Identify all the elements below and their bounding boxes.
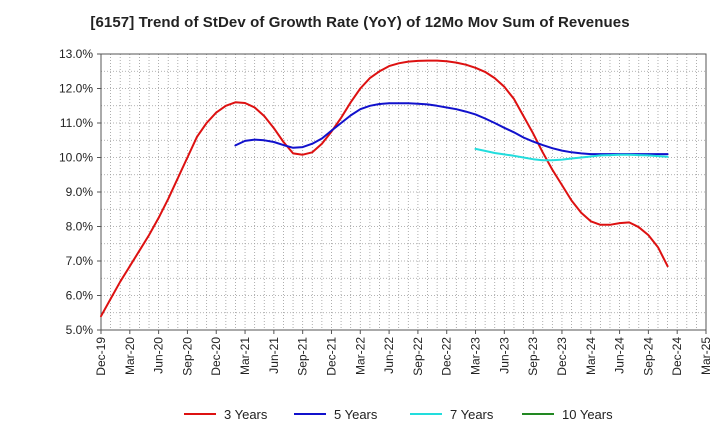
legend-label-7-years: 7 Years [450,407,494,422]
x-tick-label: Jun-22 [382,337,396,374]
x-tick-label: Mar-20 [123,337,137,375]
y-tick-label: 12.0% [59,82,93,96]
legend: 3 Years 5 Years 7 Years 10 Years [184,407,613,422]
y-tick-label: 6.0% [66,289,94,303]
x-tick-label: Dec-20 [209,337,223,376]
x-tick-label: Mar-21 [238,337,252,375]
y-tick-label: 9.0% [66,185,94,199]
x-tick-label: Jun-24 [613,337,627,374]
legend-label-10-years: 10 Years [562,407,613,422]
x-tick-label: Sep-22 [411,337,425,376]
x-tick-label: Mar-24 [584,337,598,375]
series-lines [100,59,669,318]
x-tick-label: Jun-23 [497,337,511,374]
series-line-7-years [474,147,669,162]
x-tick-label: Dec-23 [555,337,569,376]
x-tick-label: Mar-25 [699,337,713,375]
y-tick-label: 5.0% [66,323,94,337]
y-tick-label: 8.0% [66,220,94,234]
x-tick-label: Jun-21 [267,337,281,374]
x-tick-label: Jun-20 [152,337,166,374]
x-tick-label: Sep-20 [180,337,194,376]
x-tick-label: Dec-21 [324,337,338,376]
x-tick-label: Dec-22 [440,337,454,376]
x-tick-label: Sep-23 [526,337,540,376]
gridlines [101,54,706,330]
x-tick-label: Dec-19 [94,337,108,376]
x-tick-label: Mar-23 [469,337,483,375]
y-axis-ticks: 5.0% 6.0% 7.0% 8.0% 9.0% 10.0% 11.0% 12.0% 13.0% [59,47,101,337]
x-tick-label: Sep-21 [296,337,310,376]
y-tick-label: 11.0% [60,116,93,130]
legend-label-5-years: 5 Years [334,407,378,422]
y-tick-label: 10.0% [59,151,93,165]
chart-title: [6157] Trend of StDev of Growth Rate (Yo… [90,14,630,31]
y-tick-label: 13.0% [59,47,93,61]
x-tick-label: Sep-24 [641,337,655,376]
series-line-5-years [234,102,669,156]
x-tick-label: Dec-24 [670,337,684,376]
x-axis-ticks: Dec-19 Mar-20 Jun-20 Sep-20 Dec-20 Mar-21 Jun-… [94,330,713,376]
legend-label-3-years: 3 Years [224,407,268,422]
y-tick-label: 7.0% [66,254,94,268]
x-tick-label: Mar-22 [353,337,367,375]
series-line-3-years [100,59,669,318]
